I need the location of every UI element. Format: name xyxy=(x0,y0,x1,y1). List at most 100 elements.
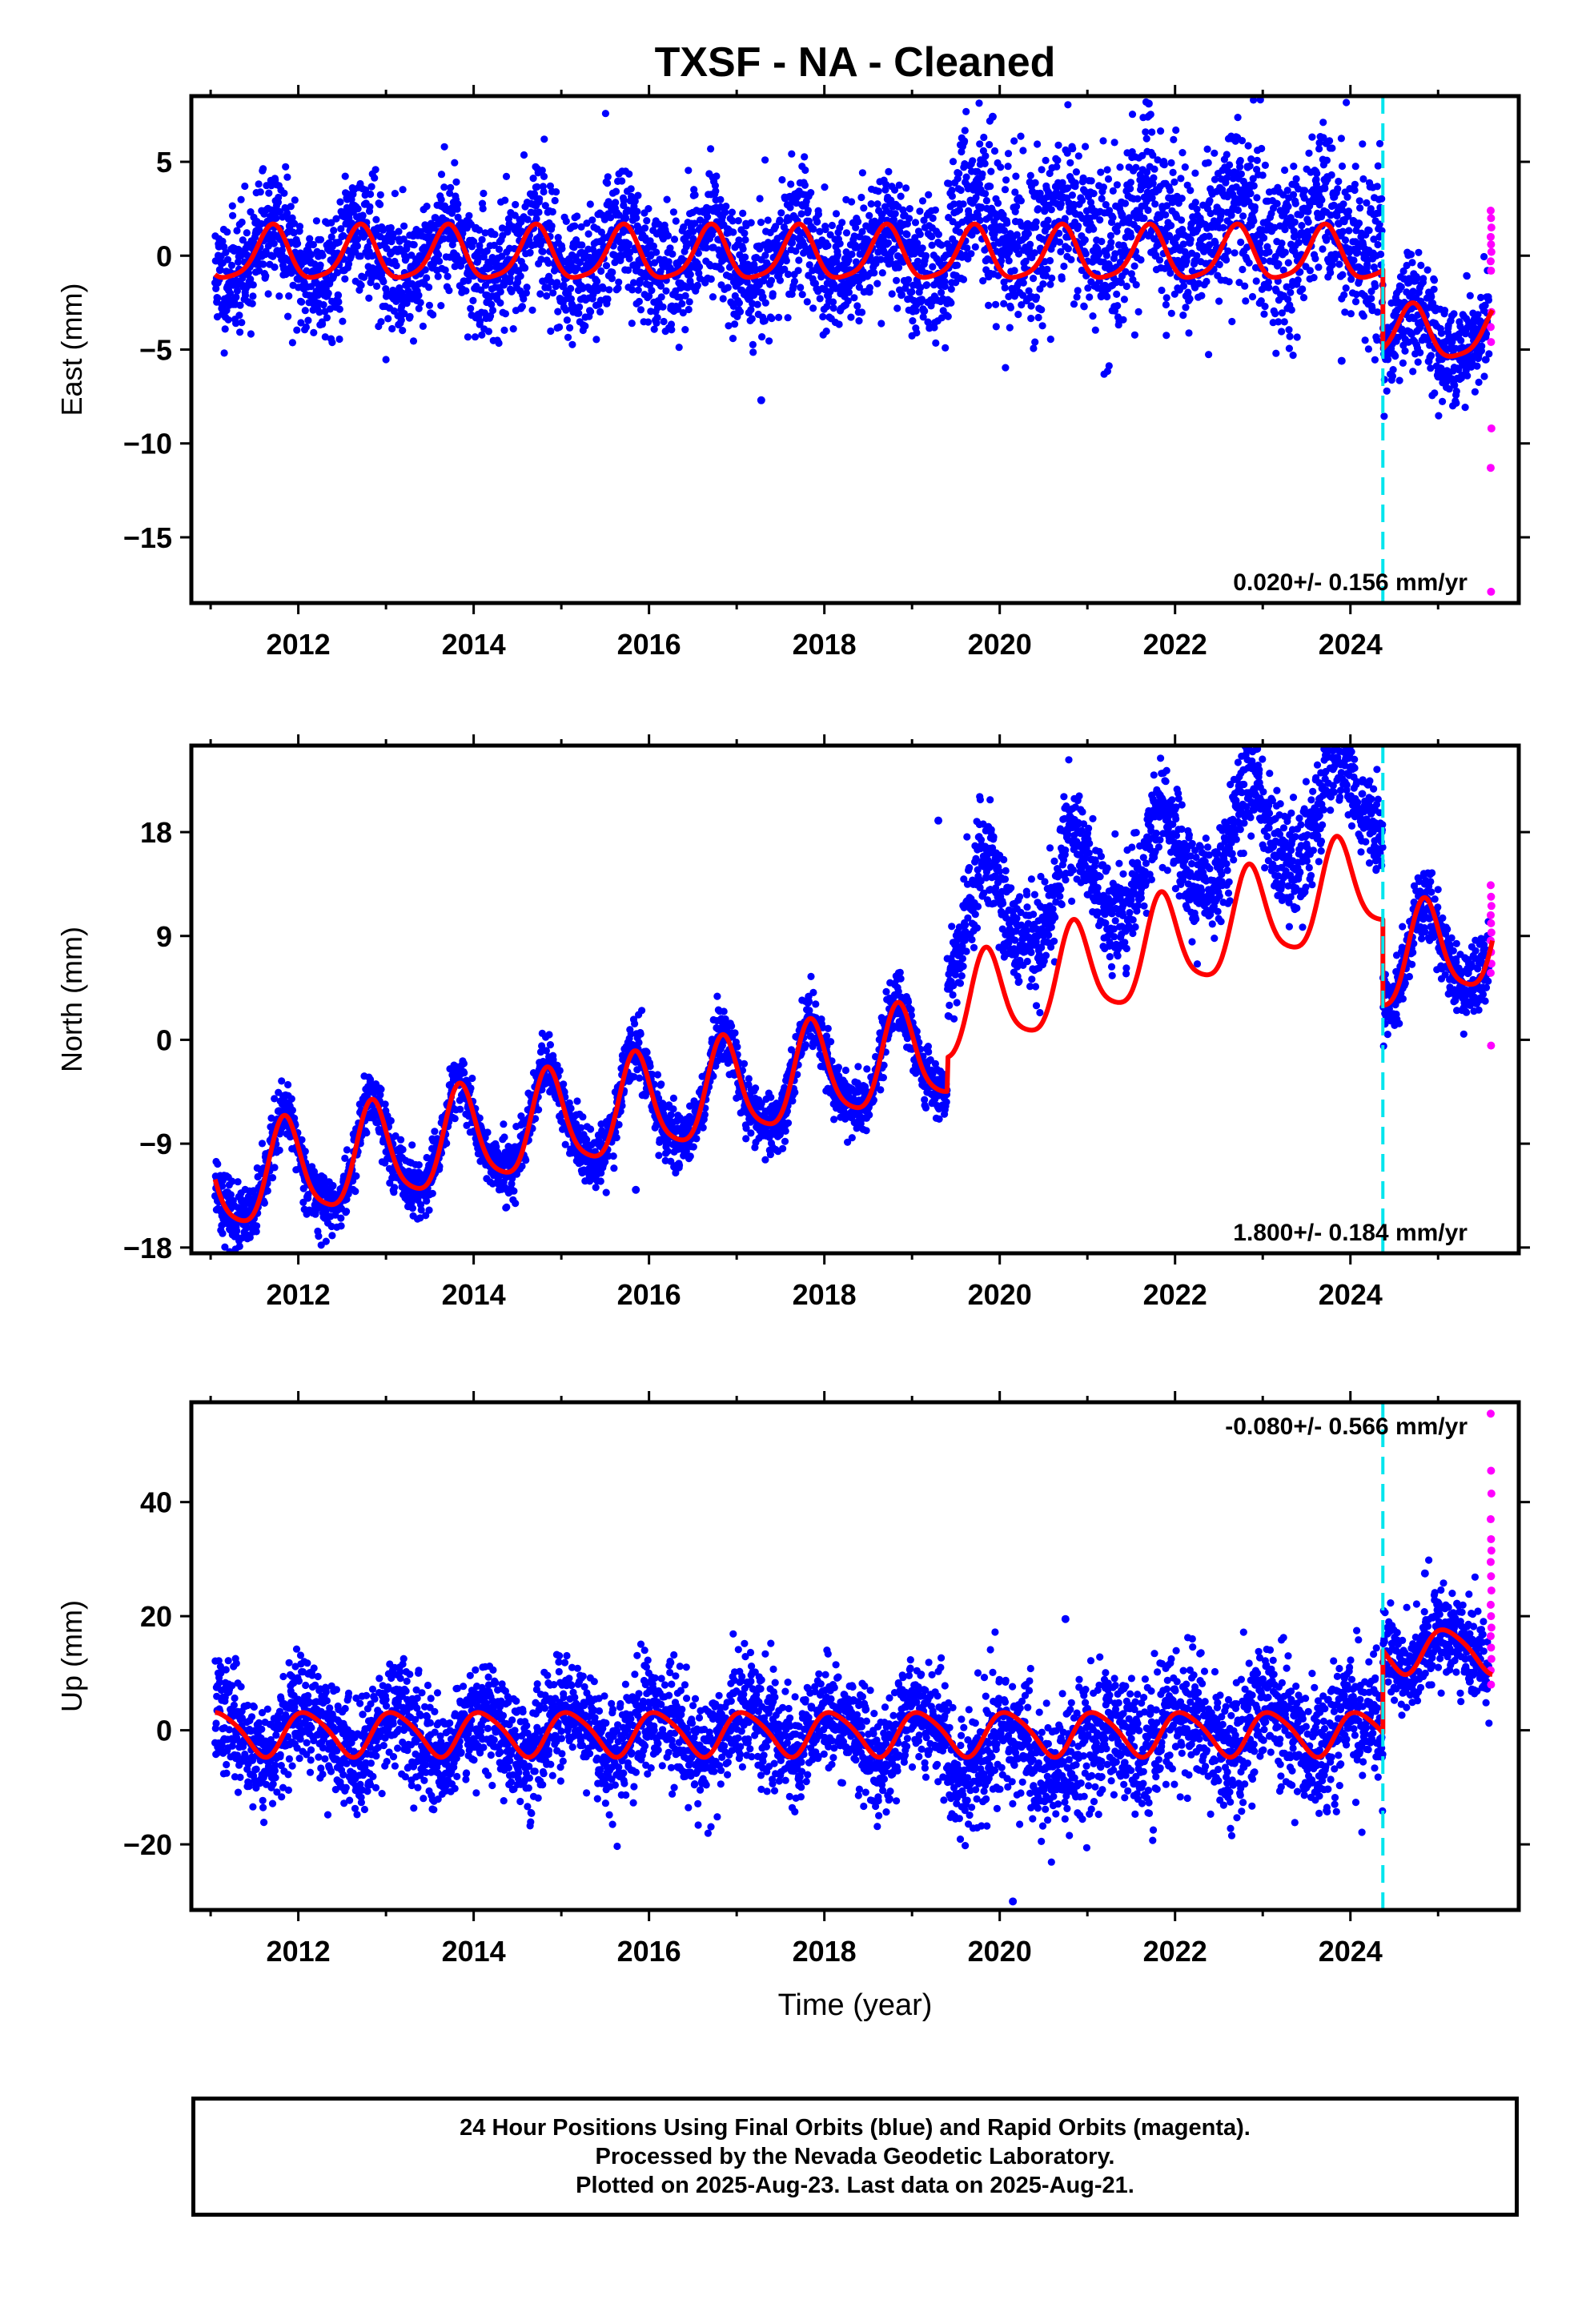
final-orbit-point xyxy=(724,283,732,292)
final-orbit-point xyxy=(1073,293,1081,301)
final-orbit-point xyxy=(1046,256,1054,265)
final-orbit-point xyxy=(620,196,628,204)
final-orbit-point xyxy=(858,227,866,235)
final-orbit-point xyxy=(216,266,224,274)
final-orbit-point xyxy=(1034,205,1042,213)
final-orbit-point xyxy=(1150,165,1158,173)
final-orbit-point xyxy=(624,240,633,248)
final-orbit-point xyxy=(707,145,715,153)
final-orbit-point xyxy=(214,294,222,302)
final-orbit-point xyxy=(1261,161,1269,169)
final-orbit-point xyxy=(1044,223,1052,231)
final-orbit-point xyxy=(994,199,1002,207)
final-orbit-point xyxy=(316,235,325,243)
final-orbit-point xyxy=(477,286,485,294)
final-orbit-point xyxy=(903,231,911,239)
final-orbit-point xyxy=(1250,182,1258,190)
final-orbit-point xyxy=(955,170,963,178)
final-orbit-point xyxy=(491,231,499,239)
final-orbit-point xyxy=(1294,276,1302,284)
final-orbit-point xyxy=(1284,203,1292,211)
final-orbit-point xyxy=(319,320,327,328)
final-orbit-point xyxy=(893,276,901,284)
final-orbit-point xyxy=(441,266,449,274)
final-orbit-point xyxy=(268,1174,277,1182)
final-orbit-point xyxy=(244,269,253,277)
final-orbit-point xyxy=(1238,137,1247,145)
final-orbit-point xyxy=(608,268,616,276)
final-orbit-point xyxy=(1347,310,1355,318)
final-orbit-point xyxy=(1247,190,1255,198)
final-orbit-point xyxy=(554,234,562,242)
final-orbit-point xyxy=(679,309,687,317)
final-orbit-point xyxy=(452,178,460,186)
final-orbit-point xyxy=(1038,166,1046,174)
final-orbit-point xyxy=(259,165,267,173)
final-orbit-point xyxy=(1223,151,1231,159)
final-orbit-point xyxy=(275,292,283,300)
final-orbit-point xyxy=(234,258,243,266)
final-orbit-point xyxy=(642,273,650,281)
final-orbit-point xyxy=(627,185,635,193)
final-orbit-point xyxy=(1260,234,1268,242)
final-orbit-point xyxy=(1265,247,1273,256)
final-orbit-point xyxy=(1401,347,1409,355)
final-orbit-point xyxy=(625,255,633,263)
final-orbit-point xyxy=(271,263,279,271)
final-orbit-point xyxy=(615,278,623,286)
final-orbit-point xyxy=(343,1146,351,1154)
final-orbit-point xyxy=(805,261,813,269)
final-orbit-point xyxy=(1132,281,1140,289)
final-orbit-point xyxy=(239,274,247,282)
final-orbit-point xyxy=(328,1232,336,1240)
final-orbit-point xyxy=(848,198,856,206)
final-orbit-point xyxy=(1241,282,1249,290)
x-tick-label: 2018 xyxy=(793,628,857,661)
final-orbit-point xyxy=(365,294,373,302)
final-orbit-point xyxy=(961,137,969,145)
final-orbit-point xyxy=(1105,362,1113,370)
final-orbit-point xyxy=(544,259,552,267)
final-orbit-point xyxy=(435,251,443,259)
final-orbit-point xyxy=(316,261,324,269)
final-orbit-point xyxy=(498,224,507,232)
final-orbit-point xyxy=(502,172,511,180)
final-orbit-point xyxy=(1179,282,1188,290)
final-orbit-point xyxy=(1261,303,1269,311)
final-orbit-point xyxy=(821,183,829,191)
final-orbit-point xyxy=(836,239,844,247)
final-orbit-point xyxy=(1246,162,1254,170)
final-orbit-point xyxy=(728,208,737,216)
final-orbit-point xyxy=(249,292,257,300)
final-orbit-point xyxy=(1239,265,1247,274)
final-orbit-point xyxy=(1334,185,1342,193)
final-orbit-point xyxy=(539,247,547,255)
final-orbit-point xyxy=(1237,170,1245,178)
final-orbit-point xyxy=(397,316,405,324)
final-orbit-point xyxy=(797,283,805,292)
final-orbit-point xyxy=(761,299,769,307)
final-orbit-point xyxy=(986,141,994,149)
final-orbit-point xyxy=(855,317,863,325)
final-orbit-point xyxy=(391,190,399,198)
final-orbit-point xyxy=(1091,326,1099,334)
rapid-orbit-point xyxy=(1487,587,1496,596)
final-orbit-point xyxy=(759,293,767,301)
x-tick-label: 2016 xyxy=(617,628,681,661)
final-orbit-point xyxy=(1151,200,1159,208)
final-orbit-point xyxy=(540,172,548,180)
final-orbit-point xyxy=(247,208,255,216)
final-orbit-point xyxy=(445,287,453,295)
final-orbit-point xyxy=(573,264,582,272)
final-orbit-point xyxy=(847,313,855,321)
final-orbit-point xyxy=(496,287,504,296)
final-orbit-point xyxy=(409,337,418,345)
final-orbit-point xyxy=(479,204,487,213)
final-orbit-point xyxy=(608,275,616,283)
final-orbit-point xyxy=(1110,139,1118,147)
final-orbit-point xyxy=(384,315,392,323)
final-orbit-point xyxy=(1066,159,1074,167)
final-orbit-point xyxy=(691,219,699,227)
final-orbit-outlier xyxy=(1144,99,1153,108)
final-orbit-point xyxy=(501,310,510,318)
